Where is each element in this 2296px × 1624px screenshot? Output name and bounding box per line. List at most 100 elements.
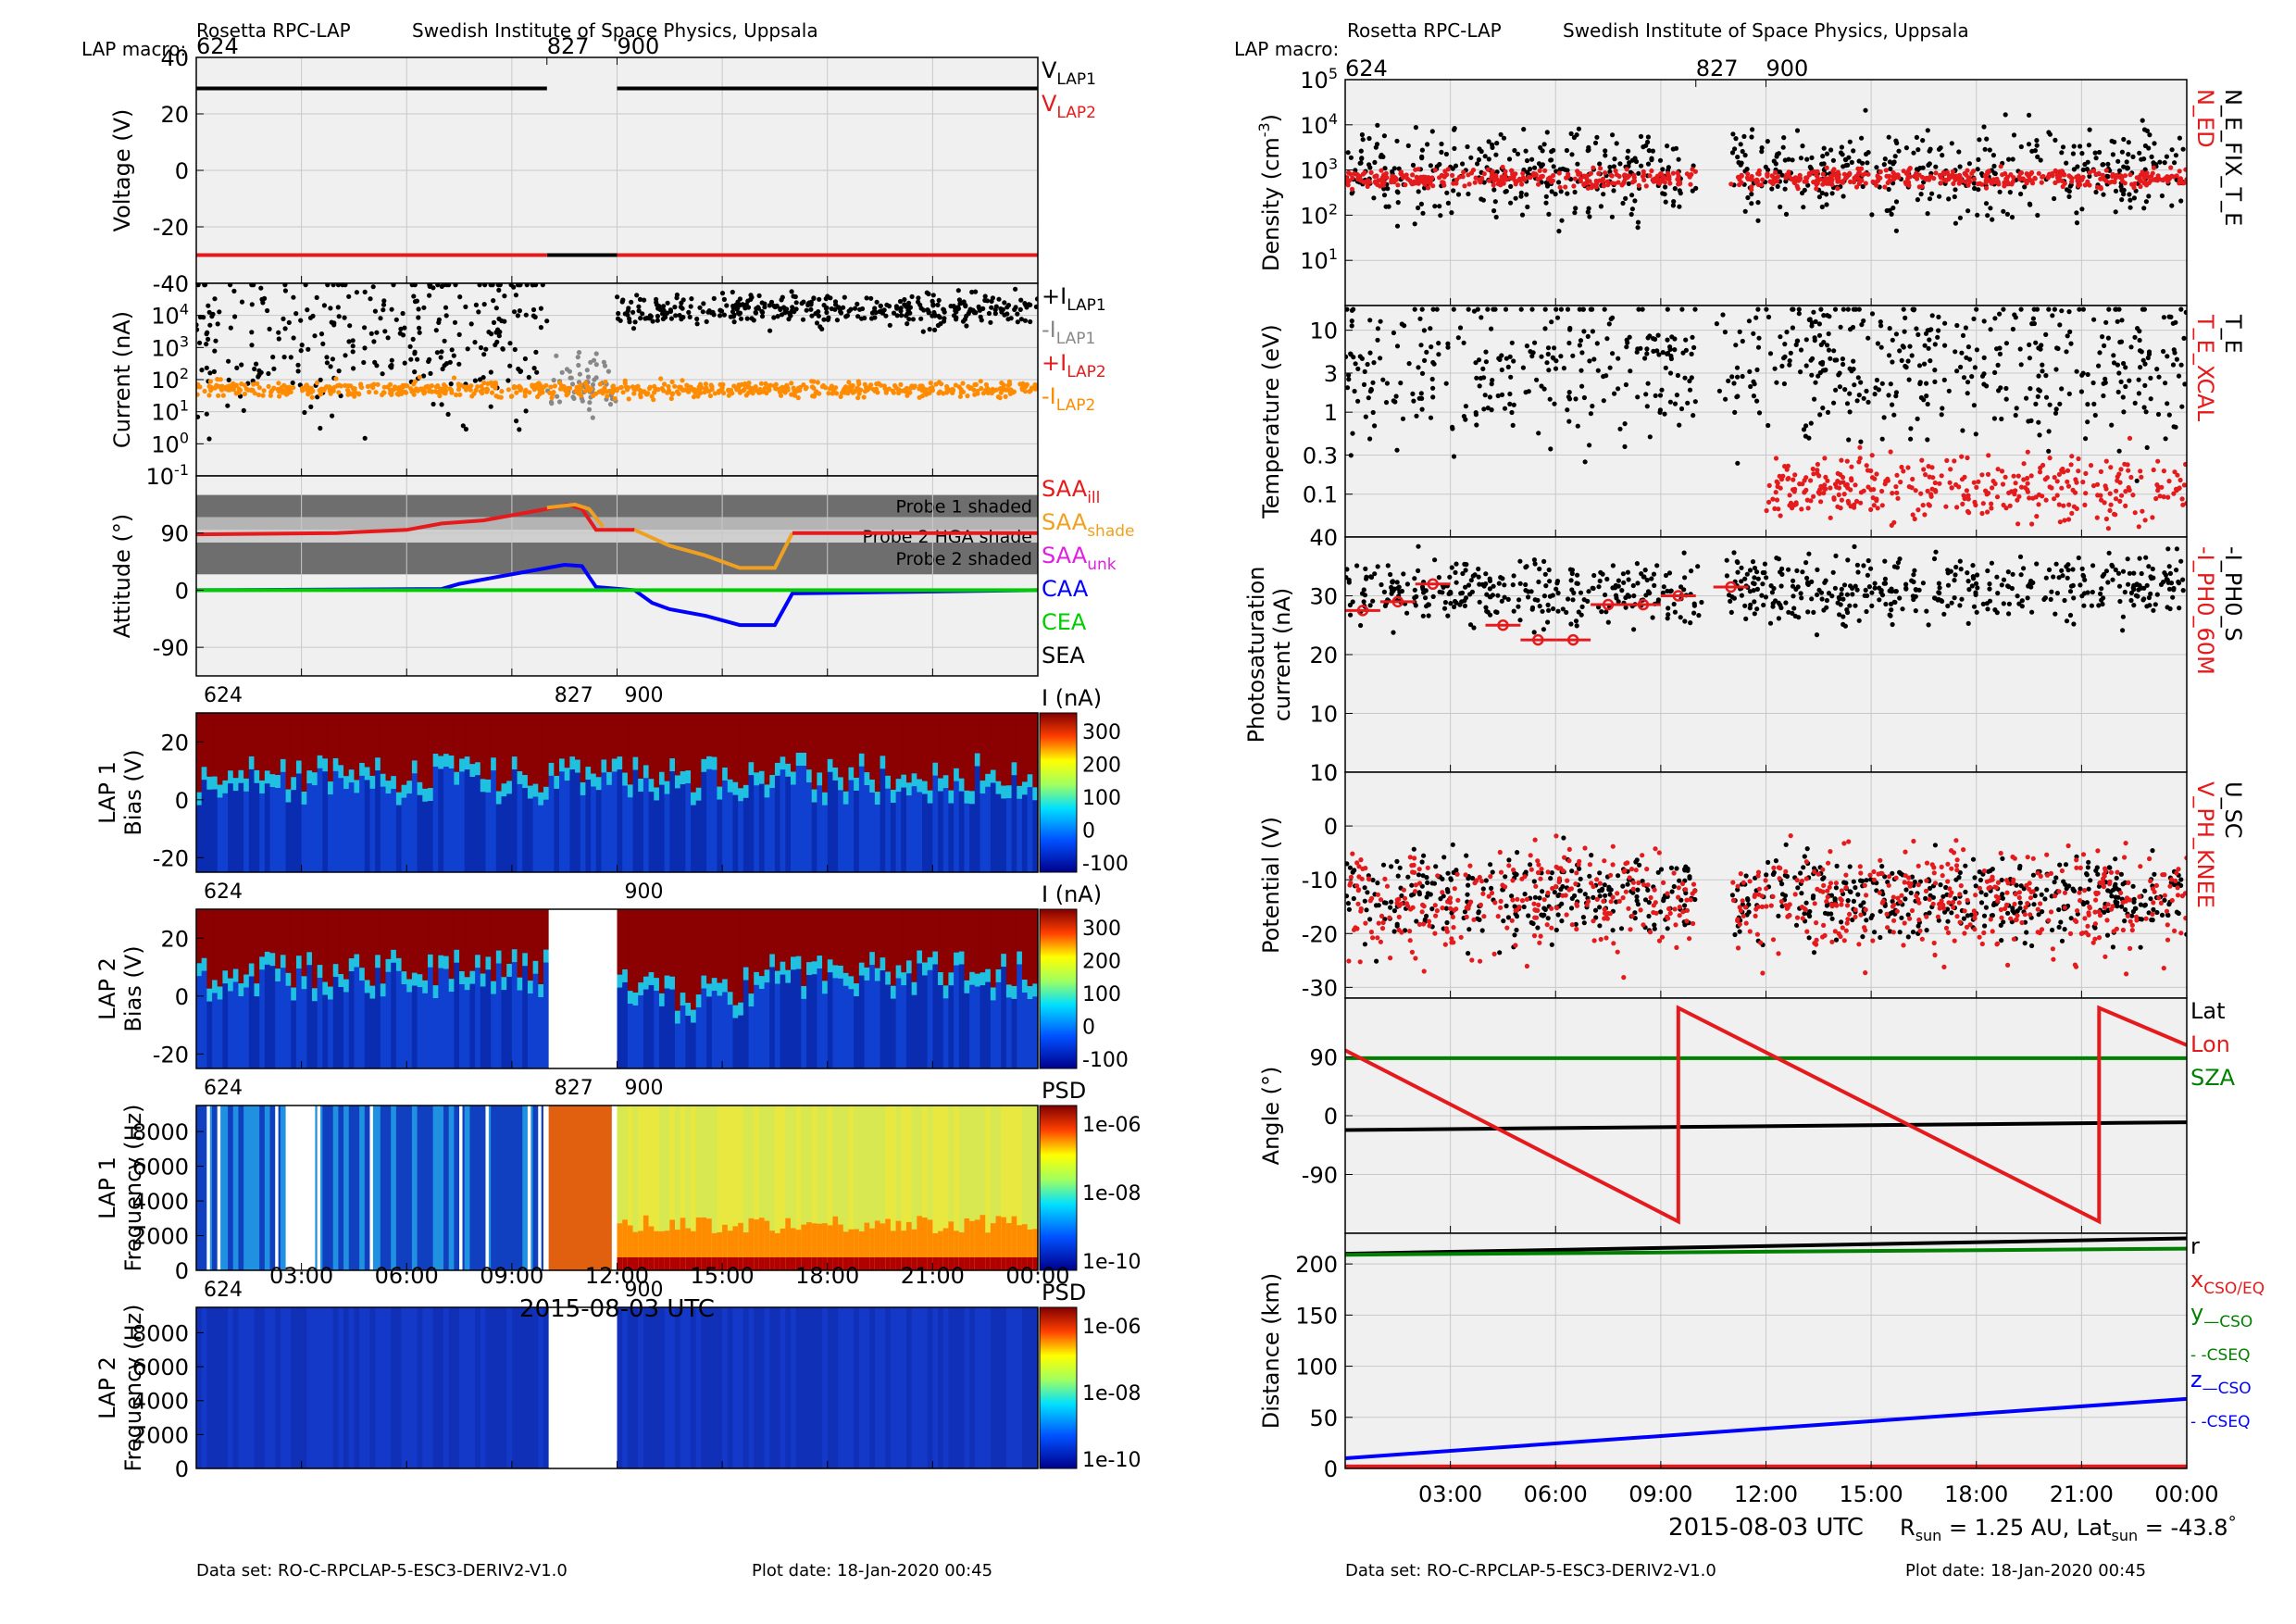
data-point (490, 283, 495, 288)
data-point (1831, 348, 1837, 354)
data-point (1006, 379, 1012, 384)
data-point (1621, 179, 1627, 185)
heatmap-cell (369, 909, 376, 986)
data-point (731, 319, 737, 325)
data-point (789, 381, 794, 386)
data-point (1601, 183, 1606, 189)
heatmap-cell (722, 767, 729, 781)
heatmap-cell (285, 985, 292, 1068)
heatmap-cell (338, 765, 344, 779)
data-point (1775, 183, 1780, 189)
heatmap-cell (543, 799, 550, 872)
heatmap-cell (938, 778, 944, 792)
data-point (2074, 210, 2079, 216)
data-point (282, 326, 288, 331)
data-point (1556, 229, 1562, 234)
heatmap-cell (285, 713, 292, 790)
data-point (2034, 306, 2040, 312)
data-point (2030, 316, 2036, 321)
heatmap-cell (817, 1307, 823, 1468)
data-point (1481, 180, 1487, 185)
data-point (473, 302, 479, 307)
data-point (2130, 154, 2136, 159)
heatmap-cell (206, 1106, 210, 1270)
data-point (1676, 156, 1681, 162)
macro-label: 624 (204, 1077, 243, 1100)
data-point (1375, 337, 1380, 343)
heatmap-cell (669, 771, 676, 872)
heatmap-cell (842, 1307, 850, 1468)
data-point (378, 316, 383, 321)
data-point (243, 386, 249, 392)
heatmap-cell (385, 909, 392, 959)
data-point (411, 381, 417, 387)
data-point (1853, 306, 1859, 312)
data-point (1544, 183, 1551, 189)
data-point (1995, 179, 2001, 184)
data-point (1414, 174, 1419, 180)
heatmap-cell (742, 784, 750, 798)
data-point (2115, 362, 2120, 368)
heatmap-cell (464, 990, 471, 1068)
heatmap-cell (291, 1000, 297, 1068)
heatmap-cell (890, 789, 897, 803)
data-point (2169, 147, 2175, 153)
data-point (1420, 210, 1426, 216)
data-point (351, 366, 356, 371)
data-point (1518, 194, 1524, 199)
data-point (281, 316, 286, 321)
heatmap-cell (632, 756, 639, 770)
heatmap-cell (322, 1106, 329, 1270)
heatmap-cell (432, 753, 439, 767)
data-point (305, 307, 310, 313)
data-point (368, 296, 373, 302)
data-point (1439, 172, 1444, 178)
heatmap-cell (317, 755, 323, 768)
heatmap-cell (985, 968, 992, 982)
data-point (223, 386, 229, 392)
heatmap-cell (375, 1307, 381, 1468)
heatmap-cell (801, 1224, 807, 1270)
data-point (522, 390, 528, 395)
data-point (1609, 214, 1615, 219)
data-point (2079, 206, 2085, 212)
data-point (1425, 142, 1430, 147)
heatmap-cell (311, 1106, 316, 1270)
data-point (389, 306, 394, 312)
heatmap-cell (790, 1307, 797, 1468)
heatmap-cell (890, 1257, 897, 1270)
data-point (786, 317, 792, 322)
heatmap-cell (369, 775, 376, 789)
data-point (655, 313, 661, 319)
data-point (957, 394, 963, 399)
data-point (1816, 194, 1822, 200)
heatmap-cell (748, 993, 755, 1007)
legend-main: SAA (1042, 476, 1088, 502)
macro-label-box (618, 1274, 668, 1304)
data-point (215, 321, 220, 327)
data-point (954, 309, 959, 315)
heatmap-cell (385, 958, 392, 972)
data-point (1566, 174, 1571, 180)
heatmap-cell (311, 1001, 318, 1068)
heatmap-cell (1001, 909, 1007, 955)
y-axis-label: Density (cm-3) (1255, 114, 1284, 271)
heatmap-cell (942, 1257, 950, 1270)
data-point (2034, 143, 2040, 148)
data-point (964, 323, 969, 329)
data-point (206, 383, 212, 389)
macro-label: 827 (555, 684, 593, 707)
heatmap-cell (554, 1106, 560, 1270)
data-point (347, 323, 353, 329)
heatmap-cell (827, 713, 834, 759)
data-point (331, 384, 337, 390)
data-point (1346, 169, 1352, 176)
y-tick-text: -20 (153, 845, 189, 871)
heatmap-cell (974, 1219, 981, 1270)
heatmap-cell (638, 982, 644, 996)
legend-sub: shade (1087, 522, 1134, 541)
data-point (1379, 168, 1384, 173)
data-point (832, 299, 839, 305)
data-point (838, 309, 843, 315)
heatmap-cell (711, 1232, 718, 1270)
